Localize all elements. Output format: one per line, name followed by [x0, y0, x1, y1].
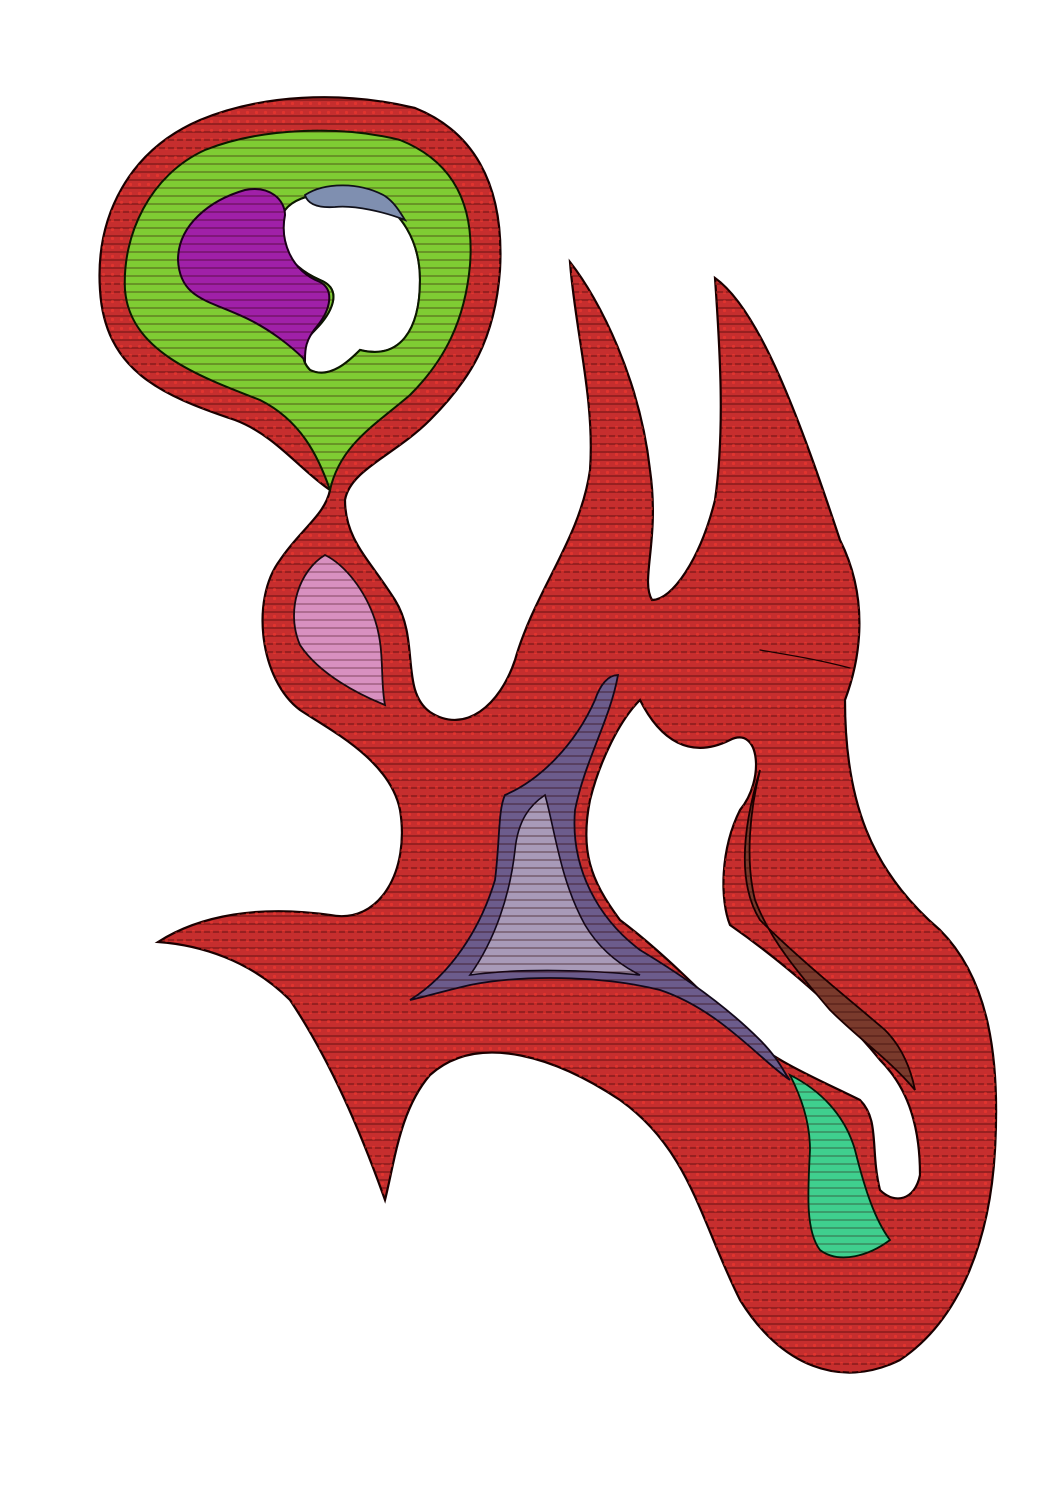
neck-lobe-texture — [294, 555, 385, 705]
head-inner-top-region — [303, 184, 408, 222]
lower-right-core-texture — [790, 1075, 890, 1258]
seam-line — [759, 649, 851, 669]
right-arm-core-texture — [744, 770, 915, 1090]
head-inner-left-texture — [178, 189, 330, 360]
center-core-texture — [410, 675, 790, 1080]
